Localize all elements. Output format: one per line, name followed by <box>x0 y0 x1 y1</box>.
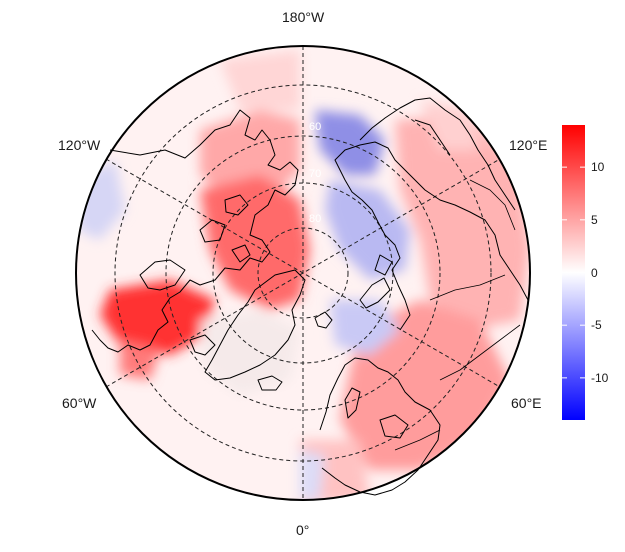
lat-label-80: 80 <box>309 213 321 225</box>
coast-europe <box>319 357 441 496</box>
lat-label-70: 70 <box>309 168 321 180</box>
coast-novaya-zemlya <box>359 277 391 309</box>
lon-label-60w: 60°W <box>62 395 97 411</box>
colorbar-tick-label: -5 <box>591 318 602 333</box>
region-siberia-east <box>395 115 530 330</box>
colorbar-tick-label: 0 <box>591 265 598 280</box>
region-barents-kara <box>330 300 400 355</box>
colorbar-gradient <box>562 125 585 420</box>
lon-label-60e: 60°E <box>511 395 542 411</box>
coastlines <box>91 97 529 496</box>
lon-label-120w: 120°W <box>58 137 101 153</box>
lon-label-180w: 180°W <box>282 9 325 25</box>
coast-chukotka <box>359 97 516 211</box>
region-alaska-beaufort <box>200 110 300 200</box>
coast-iceland <box>257 375 283 391</box>
colorbar-tick-label: 5 <box>591 212 598 227</box>
lon-label-0: 0° <box>296 522 310 538</box>
coast-svalbard <box>314 311 333 329</box>
coast-greenland <box>204 269 306 381</box>
graticule <box>105 46 501 500</box>
coast-russia <box>334 141 529 331</box>
colorbar-ticks <box>562 166 585 379</box>
region-greenland <box>200 310 300 395</box>
region-canada-baffin <box>100 280 215 355</box>
lat-circle-60 <box>165 135 441 411</box>
region-canadian-archipelago-pole <box>200 175 310 310</box>
coast-north-america <box>91 109 299 353</box>
lon-label-120e: 120°E <box>509 137 548 153</box>
lat-label-60: 60 <box>309 121 321 133</box>
map-border <box>75 45 531 501</box>
region-chukchi-east-siberian <box>315 110 385 175</box>
colorbar-tick-label: -10 <box>591 370 609 385</box>
colorbar-tick-label: 10 <box>591 160 605 175</box>
meridian-60w-120e <box>105 158 501 388</box>
